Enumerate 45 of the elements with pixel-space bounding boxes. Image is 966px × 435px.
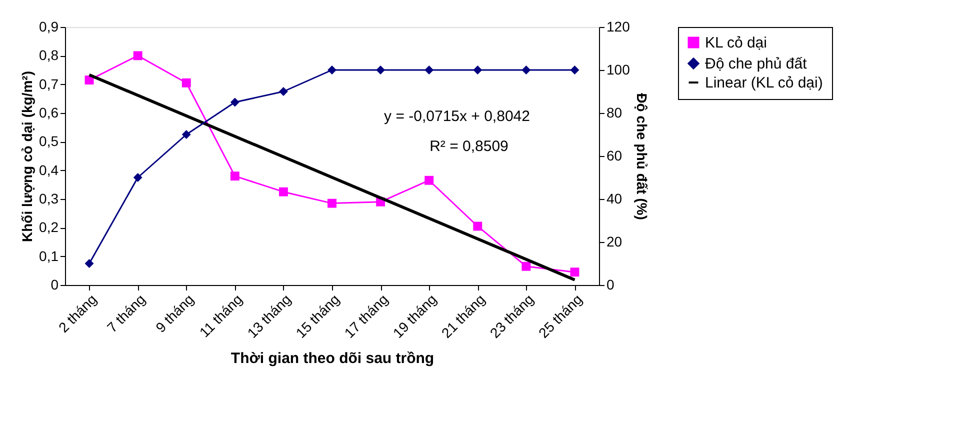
point	[473, 66, 482, 74]
y-axis-title: Khối lượng cỏ dại (kg/m²)	[19, 71, 36, 242]
y2-axis-title: Độ che phủ đất (%)	[634, 93, 650, 220]
y-tick-label: 0,5	[39, 133, 59, 150]
y-tick-label: 0,2	[39, 219, 59, 236]
point	[278, 87, 288, 96]
point	[133, 173, 142, 182]
legend-label: KL cỏ dại	[705, 34, 767, 52]
legend-label: Linear (KL cỏ dại)	[705, 74, 823, 92]
y2-tick-label: 20	[606, 234, 622, 250]
y-tick-label: 0,7	[39, 76, 59, 92]
y2-tick-label: 0	[606, 276, 614, 292]
point	[133, 51, 142, 60]
x-axis-title: Thời gian theo dõi sau trồng	[230, 350, 434, 367]
point	[278, 187, 288, 196]
annotation: y = -0,0715x + 0,8042	[384, 108, 530, 125]
point	[424, 176, 434, 185]
y2-tick-label: 80	[606, 104, 622, 120]
point	[570, 66, 580, 74]
annotation: R² = 0,8509	[430, 138, 508, 155]
y-tick-label: 0,6	[39, 104, 59, 120]
point	[182, 78, 191, 88]
point	[328, 198, 336, 208]
y2-tick-label: 40	[606, 190, 622, 206]
point	[230, 172, 240, 181]
y-tick-label: 0,8	[39, 47, 59, 64]
legend-label: Độ che phủ đất	[705, 56, 808, 72]
point	[522, 66, 531, 74]
point	[230, 98, 240, 107]
point	[473, 222, 482, 231]
point	[328, 66, 336, 74]
y2-tick-label: 100	[606, 62, 630, 78]
y-tick-label: 0	[50, 276, 59, 292]
y-tick-label: 0,4	[39, 162, 59, 178]
point	[522, 262, 531, 271]
y-tick-label: 0,3	[39, 190, 59, 206]
point	[424, 66, 434, 74]
point	[84, 259, 94, 268]
y-tick-label: 0,1	[39, 248, 59, 264]
point	[376, 66, 386, 74]
y2-tick-label: 60	[606, 148, 622, 164]
y2-tick-label: 120	[606, 18, 630, 34]
y-tick-label: 0,9	[39, 18, 59, 34]
point	[570, 268, 580, 277]
point	[182, 130, 191, 139]
